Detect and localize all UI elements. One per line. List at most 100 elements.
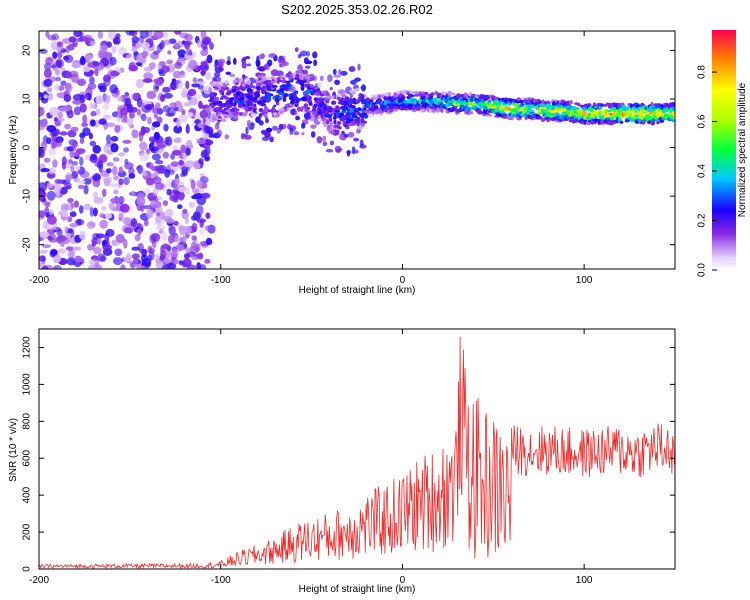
heatmap-ridge-cell xyxy=(266,92,273,98)
heatmap-noise-cell xyxy=(198,158,204,165)
heatmap-scatter-cell xyxy=(213,71,221,78)
heatmap-ridge-cell xyxy=(240,86,246,92)
heatmap-noise-cell xyxy=(118,212,124,219)
heatmap-noise-cell xyxy=(79,103,87,113)
heatmap-noise-cell xyxy=(83,34,92,40)
heatmap-noise-cell xyxy=(124,97,132,107)
heatmap-ridge-cell xyxy=(656,120,660,125)
heatmap-scatter-cell xyxy=(344,133,349,138)
heatmap-scatter-cell xyxy=(316,136,323,144)
heatmap-ridge-cell xyxy=(279,91,286,96)
heatmap-noise-cell xyxy=(126,105,134,113)
heatmap-noise-cell xyxy=(54,253,62,263)
heatmap-noise-cell xyxy=(117,96,123,102)
heatmap-noise-cell xyxy=(199,264,206,269)
heatmap-noise-cell xyxy=(200,49,209,57)
heatmap-noise-cell xyxy=(184,217,189,225)
heatmap-noise-cell xyxy=(184,160,195,169)
heatmap-scatter-cell xyxy=(267,59,273,67)
heatmap-ridge-cell xyxy=(346,111,353,117)
heatmap-noise-cell xyxy=(101,188,107,197)
y-tick-label: 1000 xyxy=(22,373,33,396)
heatmap-noise-cell xyxy=(120,264,126,269)
y-tick-label: 800 xyxy=(22,413,33,430)
heatmap-noise-cell xyxy=(137,228,142,236)
heatmap-noise-cell xyxy=(190,241,197,250)
heatmap-scatter-cell xyxy=(256,55,260,62)
heatmap-ridge-cell xyxy=(316,91,321,95)
heatmap-noise-cell xyxy=(63,182,72,188)
heatmap-ridge-cell xyxy=(270,93,274,97)
heatmap-ridge-cell xyxy=(581,110,588,116)
heatmap-noise-cell xyxy=(155,160,164,165)
heatmap-noise-cell xyxy=(112,241,121,246)
spectrogram-frame xyxy=(38,30,676,270)
heatmap-ridge-cell xyxy=(360,123,365,127)
heatmap-noise-cell xyxy=(106,162,114,167)
x-tick-label: -100 xyxy=(211,575,231,586)
heatmap-noise-cell xyxy=(70,144,77,152)
heatmap-scatter-cell xyxy=(270,69,279,77)
heatmap-ridge-cell xyxy=(235,91,241,96)
heatmap-scatter-cell xyxy=(225,71,232,76)
heatmap-ridge-cell xyxy=(218,81,224,85)
heatmap-noise-cell xyxy=(141,258,152,267)
heatmap-ridge-cell xyxy=(245,84,250,89)
heatmap-noise-cell xyxy=(198,228,205,235)
heatmap-ridge-cell xyxy=(223,84,227,88)
heatmap-ridge-cell xyxy=(266,84,270,88)
colorbar-tick-label: 0.8 xyxy=(697,65,708,79)
heatmap-noise-cell xyxy=(205,237,213,245)
heatmap-scatter-cell xyxy=(272,125,278,131)
heatmap-ridge-cell xyxy=(270,76,275,79)
heatmap-ridge-cell xyxy=(569,119,573,123)
heatmap-scatter-cell xyxy=(301,122,306,129)
heatmap-noise-cell xyxy=(193,93,202,100)
heatmap-noise-cell xyxy=(109,183,119,188)
heatmap-noise-cell xyxy=(47,167,57,175)
heatmap-noise-cell xyxy=(136,108,142,116)
heatmap-ridge-cell xyxy=(341,106,348,111)
x-tick-label: -200 xyxy=(29,275,49,286)
heatmap-ridge-cell xyxy=(383,104,388,109)
heatmap-scatter-cell xyxy=(289,127,294,136)
heatmap-ridge-cell xyxy=(326,120,330,125)
heatmap-noise-cell xyxy=(66,257,76,266)
heatmap-noise-cell xyxy=(112,157,120,162)
heatmap-scatter-cell xyxy=(353,137,360,142)
heatmap-noise-cell xyxy=(150,200,157,206)
heatmap-noise-cell xyxy=(66,232,72,238)
heatmap-noise-cell xyxy=(61,210,69,217)
heatmap-noise-cell xyxy=(40,168,50,173)
heatmap-noise-cell xyxy=(73,106,81,116)
heatmap-noise-cell xyxy=(152,146,160,151)
heatmap-scatter-cell xyxy=(204,104,210,109)
heatmap-noise-cell xyxy=(155,215,162,224)
heatmap-scatter-cell xyxy=(332,68,337,75)
heatmap-noise-cell xyxy=(205,72,211,81)
heatmap-noise-cell xyxy=(86,221,96,229)
heatmap-ridge-cell xyxy=(442,91,448,95)
heatmap-noise-cell xyxy=(63,55,70,61)
heatmap-ridge-cell xyxy=(216,100,223,105)
heatmap-noise-cell xyxy=(157,79,163,86)
heatmap-scatter-cell xyxy=(294,111,298,116)
heatmap-noise-cell xyxy=(162,151,169,159)
heatmap-noise-cell xyxy=(182,208,188,214)
heatmap-noise-cell xyxy=(125,31,135,36)
heatmap-ridge-cell xyxy=(646,114,650,119)
heatmap-noise-cell xyxy=(104,51,112,60)
heatmap-ridge-cell xyxy=(225,86,230,91)
heatmap-scatter-cell xyxy=(352,149,359,154)
y-tick-label: 1200 xyxy=(22,336,33,359)
heatmap-noise-cell xyxy=(87,62,94,68)
colorbar-tick-label: 0.2 xyxy=(697,213,708,227)
heatmap-noise-cell xyxy=(168,225,176,236)
heatmap-noise-cell xyxy=(56,45,65,53)
heatmap-ridge-cell xyxy=(251,85,256,89)
heatmap-ridge-cell xyxy=(221,91,225,96)
heatmap-ridge-cell xyxy=(626,106,630,110)
heatmap-ridge-cell xyxy=(624,119,630,123)
heatmap-scatter-cell xyxy=(348,66,356,72)
heatmap-noise-cell xyxy=(196,180,204,188)
